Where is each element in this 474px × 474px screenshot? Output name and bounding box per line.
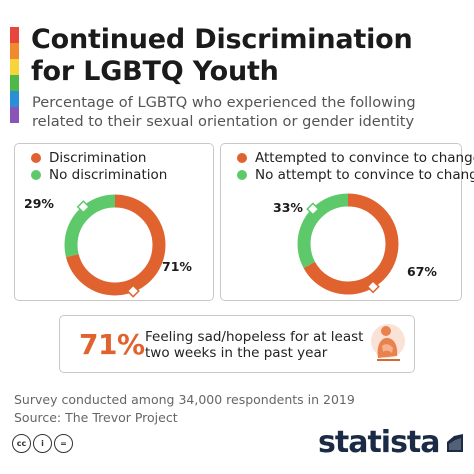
rainbow-flag [10,27,19,123]
title-line-2: for LGBTQ Youth [31,56,279,87]
chart-subtitle: Percentage of LGBTQ who experienced the … [32,93,472,131]
highlight-text-line-2: two weeks in the past year [145,345,328,361]
flag-stripe-green [10,75,19,91]
legend-swatch-orange [237,153,247,163]
data-label-discrimination: 71% [162,259,192,274]
survey-note: Survey conducted among 34,000 respondent… [14,392,355,407]
legend-swatch-green [237,170,247,180]
label-pointer-marker [126,284,140,298]
donut-panel-conversion: Attempted to convince to change No attem… [220,143,474,301]
brand-name: statista [318,425,441,460]
label-pointer-marker [306,202,320,216]
statista-logo[interactable]: statista [318,425,465,460]
donut-panel-discrimination: Discrimination No discrimination 29% 71% [14,143,214,301]
by-icon[interactable]: i [33,434,52,453]
label-pointer-marker [366,279,380,294]
highlight-value: 71% [79,328,145,361]
highlight-text: Feeling sad/hopeless for at least two we… [145,329,367,361]
highlight-text-line-1: Feeling sad/hopeless for at least [145,329,364,345]
cc-icon[interactable]: cc [12,434,31,453]
legend-label: No attempt to convince to change [255,167,474,183]
nd-icon[interactable]: = [54,434,73,453]
donut-slice-no-attempt-to-convince-to-change [297,193,399,295]
subtitle-line-2: related to their sexual orientation or g… [32,113,415,130]
subtitle-line-1: Percentage of LGBTQ who experienced the … [32,94,416,111]
flag-stripe-red [10,27,19,43]
legend-item-no-discrimination: No discrimination [31,167,167,183]
footnote: Survey conducted among 34,000 respondent… [14,391,355,427]
statista-mark-icon [446,433,463,452]
data-label-attempted: 67% [407,264,437,279]
title-line-1: Continued Discrimination [31,24,413,55]
flag-stripe-purple [10,107,19,123]
legend-label: Attempted to convince to change [255,150,474,166]
legend-item-no-attempt: No attempt to convince to change [237,167,474,183]
license-badges: cc i = [12,434,73,453]
legend-label: No discrimination [49,167,168,183]
legend-swatch-green [31,170,41,180]
donut-chart-discrimination [64,194,166,298]
flag-stripe-orange [10,43,19,59]
data-label-no-discrimination: 29% [24,196,54,211]
data-label-no-attempt: 33% [273,200,303,215]
legend-item-discrimination: Discrimination [31,150,147,166]
legend-label: Discrimination [49,150,147,166]
source-note: Source: The Trevor Project [14,410,178,425]
flag-stripe-blue [10,91,19,107]
legend-item-attempted: Attempted to convince to change [237,150,474,166]
highlight-stat-box: 71% Feeling sad/hopeless for at least tw… [59,315,415,373]
legend-swatch-orange [31,153,41,163]
chart-title: Continued Discrimination for LGBTQ Youth [31,24,471,88]
flag-stripe-yellow [10,59,19,75]
donut-slice-no-discrimination [64,194,166,296]
donut-chart-conversion [297,193,399,295]
label-pointer-marker [76,200,91,214]
sad-person-icon [371,324,405,361]
